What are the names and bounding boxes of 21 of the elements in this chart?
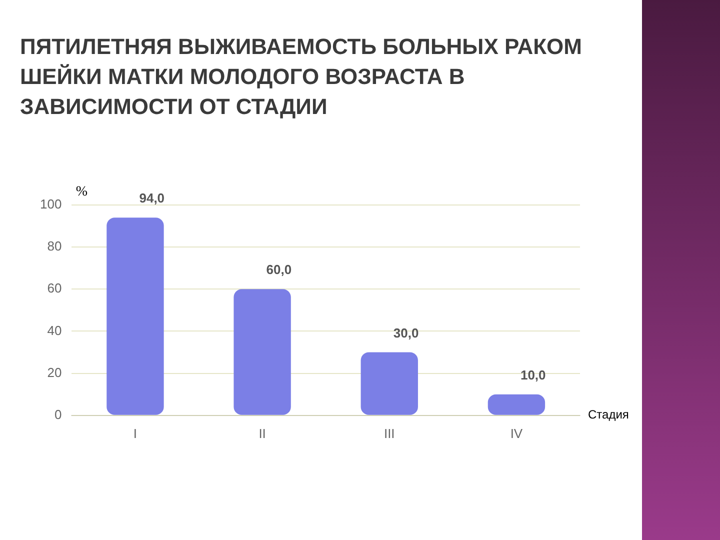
bar xyxy=(488,394,546,415)
x-tick-label: IV xyxy=(510,426,523,441)
bar xyxy=(234,289,291,415)
bar xyxy=(106,218,164,415)
y-axis-title: % xyxy=(76,184,88,200)
y-tick-label: 60 xyxy=(47,280,62,296)
y-tick-label: 20 xyxy=(47,364,62,380)
data-label: 10,0 xyxy=(520,367,546,382)
y-tick-label: 80 xyxy=(47,238,62,254)
data-label: 60,0 xyxy=(266,262,292,278)
x-tick-label: III xyxy=(384,426,395,441)
y-tick-label: 0 xyxy=(54,406,62,422)
y-tick-label: 40 xyxy=(47,322,62,338)
data-label: 30,0 xyxy=(393,325,419,340)
chart-title: ПЯТИЛЕТНЯЯ ВЫЖИВАЕМОСТЬ БОЛЬНЫХ РАКОМ ШЕЙКИ МАТКИ МОЛОДОГО ВОЗРАСТА В ЗАВИСИМОСТИ ОТ СТАДИИ xyxy=(20,33,583,121)
data-label: 94,0 xyxy=(139,190,165,206)
x-tick-label: II xyxy=(258,426,266,441)
bar xyxy=(360,352,418,415)
x-tick-label: I xyxy=(133,426,138,441)
x-axis-title: Стадия xyxy=(588,408,629,422)
y-tick-label: 100 xyxy=(40,196,62,212)
